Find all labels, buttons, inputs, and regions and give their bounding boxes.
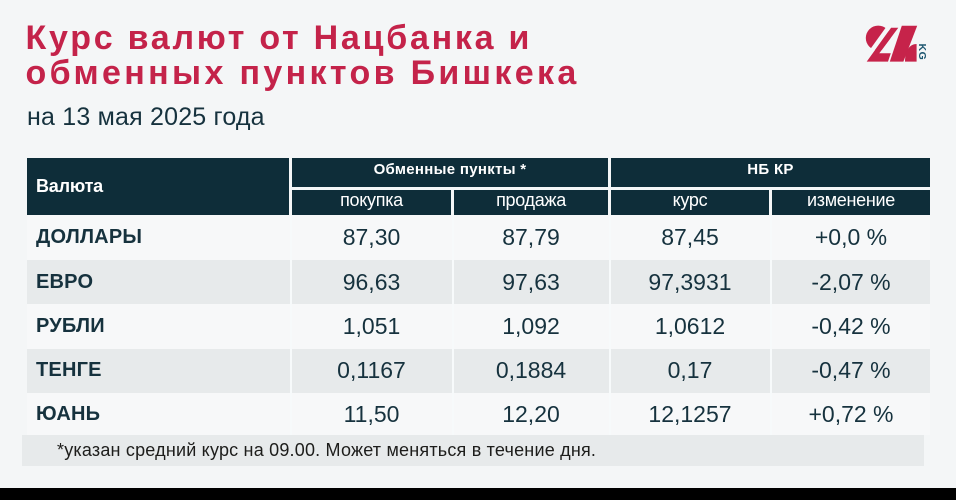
svg-text:KG: KG bbox=[916, 44, 928, 61]
